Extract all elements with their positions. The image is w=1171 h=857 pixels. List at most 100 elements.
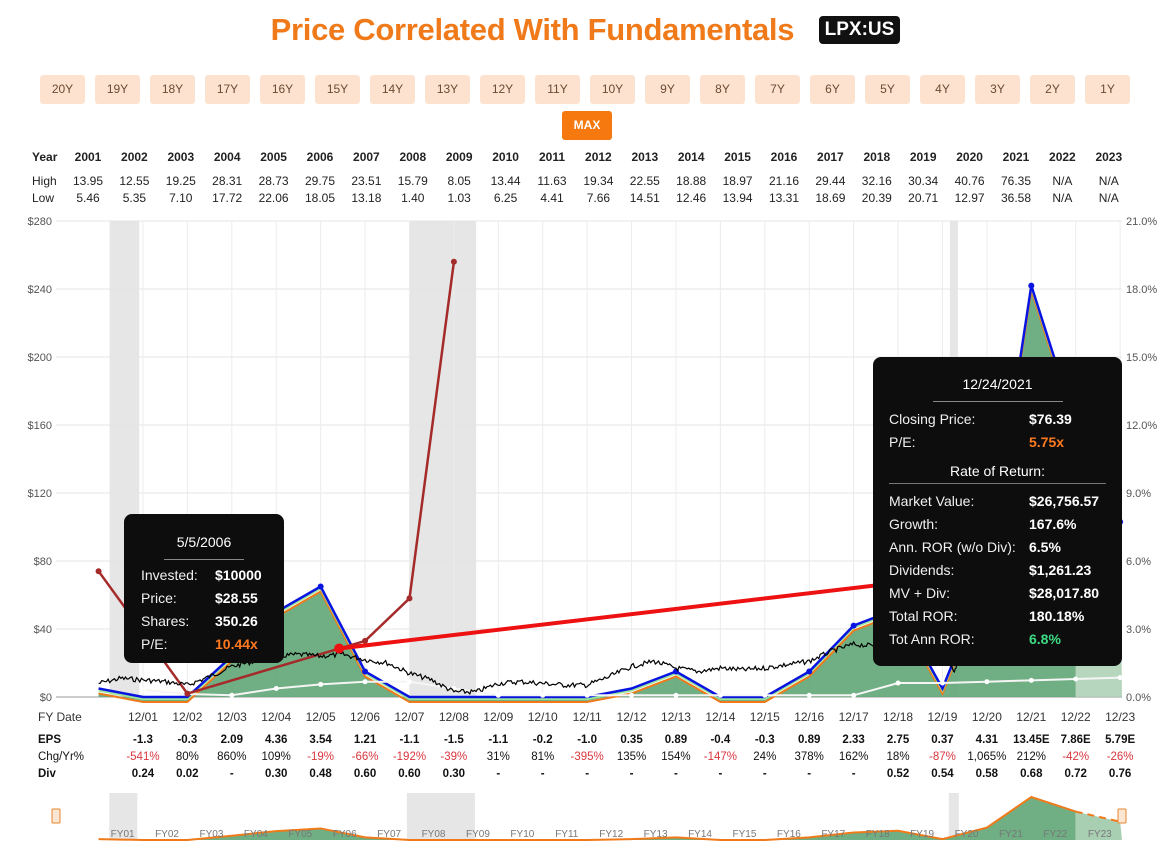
nav-label: FY02	[155, 829, 179, 840]
nav-forecast-area	[1075, 811, 1122, 840]
nav-recession-band	[109, 793, 138, 840]
range-button-5y[interactable]: 5Y	[865, 75, 910, 104]
y-right-tick-label: 0.0%	[1126, 692, 1151, 704]
high-cell: 23.51	[351, 174, 382, 188]
dividend-point	[273, 686, 279, 691]
eps-cell: -1.1	[488, 734, 509, 746]
max-range-button[interactable]: MAX	[562, 111, 612, 140]
x-tick-label: 12/02	[172, 710, 202, 724]
range-button-7y[interactable]: 7Y	[755, 75, 800, 104]
tooltip-right-label: MV + Div:	[889, 585, 951, 601]
eps-cell: -0.3	[177, 734, 198, 746]
y-right-tick-label: 15.0%	[1126, 352, 1157, 364]
range-button-17y[interactable]: 17Y	[205, 75, 250, 104]
range-button-2y[interactable]: 2Y	[1030, 75, 1075, 104]
low-cell: 5.46	[76, 191, 100, 205]
y-right-tick-label: 18.0%	[1126, 284, 1157, 296]
chg-cell: -87%	[929, 751, 956, 763]
y-left-tick-label: $80	[34, 556, 52, 568]
nav-label: FY10	[510, 829, 534, 840]
div-cell: 0.30	[265, 768, 288, 780]
range-button-10y[interactable]: 10Y	[590, 75, 635, 104]
range-button-11y[interactable]: 11Y	[535, 75, 580, 104]
ror-start-point	[334, 643, 345, 654]
tooltip-right-label: Total ROR:	[889, 608, 958, 624]
range-button-16y[interactable]: 16Y	[260, 75, 305, 104]
range-button-3y[interactable]: 3Y	[975, 75, 1020, 104]
nav-label: FY22	[1043, 829, 1067, 840]
range-button-14y[interactable]: 14Y	[370, 75, 415, 104]
nav-handle-left[interactable]	[51, 808, 61, 824]
y-left-tick-label: $160	[28, 420, 52, 432]
tooltip-left-value: $10000	[215, 567, 262, 583]
nav-recession-band	[406, 793, 475, 840]
range-button-19y[interactable]: 19Y	[95, 75, 140, 104]
range-button-12y[interactable]: 12Y	[480, 75, 525, 104]
eps-cell: 3.54	[309, 734, 332, 746]
nav-label: FY11	[555, 829, 579, 840]
eps-point	[806, 668, 813, 675]
nav-recession-band	[948, 793, 959, 840]
year-cell: 2014	[677, 150, 705, 164]
pe-ratio-point	[184, 690, 191, 697]
year-cell: 2010	[492, 150, 519, 164]
navigator: FY01 FY02 FY03 FY04 FY05 FY06 FY07 FY08 FY09 FY10…	[51, 793, 1127, 841]
div-cell: -	[807, 768, 812, 780]
range-button-1y[interactable]: 1Y	[1085, 75, 1130, 104]
year-row-label: Year	[32, 150, 58, 164]
pe-ratio-point	[95, 568, 102, 575]
page-title: Price Correlated With Fundamentals	[270, 12, 795, 47]
year-cell: 2003	[167, 150, 195, 164]
range-button-20y[interactable]: 20Y	[40, 75, 85, 104]
dividend-point	[762, 692, 768, 698]
range-button-6y[interactable]: 6Y	[810, 75, 855, 104]
x-tick-label: 12/04	[261, 710, 291, 724]
year-cell: 2001	[74, 150, 102, 164]
closing-price-label: Closing Price:	[889, 411, 976, 427]
div-cell: -	[851, 768, 856, 780]
tooltip-right-label: Market Value:	[889, 493, 975, 509]
chg-cell: 80%	[175, 751, 199, 763]
low-cell: 7.66	[586, 191, 611, 205]
chg-cell: 860%	[217, 751, 247, 763]
range-button-15y[interactable]: 15Y	[315, 75, 360, 104]
high-cell: 30.34	[908, 174, 939, 188]
high-cell: 18.97	[722, 174, 753, 188]
dividend-point	[939, 680, 945, 686]
high-cell: N/A	[1098, 174, 1119, 188]
range-button-13y[interactable]: 13Y	[425, 75, 470, 104]
nav-label: FY01	[111, 829, 135, 840]
chg-cell: -66%	[351, 751, 379, 763]
eps-cell: -1.0	[577, 734, 598, 746]
low-cell: 12.46	[676, 191, 707, 205]
pe-ratio-point	[362, 637, 369, 644]
recession-band	[409, 221, 477, 697]
nav-label: FY09	[466, 829, 490, 840]
year-cell: 2016	[770, 150, 798, 164]
x-tick-label: 12/10	[528, 710, 558, 724]
chg-cell: 378%	[794, 751, 824, 763]
chg-cell: -26%	[1106, 751, 1134, 763]
div-cell: -	[229, 768, 234, 780]
y-left-tick-label: $280	[28, 216, 52, 228]
tooltip-left-value: $28.55	[215, 590, 258, 606]
nav-label: FY13	[644, 829, 668, 840]
dividend-point	[1028, 677, 1034, 683]
nav-handle-right[interactable]	[1117, 808, 1127, 824]
chg-cell: -395%	[570, 751, 604, 763]
low-cell: 36.58	[1000, 191, 1032, 205]
range-selector: 20Y 19Y 18Y 17Y 16Y 15Y 14Y 13Y 12Y 11Y 10Y 9Y 8Y 7Y 6…	[40, 75, 1130, 104]
range-button-18y[interactable]: 18Y	[150, 75, 195, 104]
chg-cell: 154%	[661, 751, 691, 763]
high-cell: 28.73	[258, 174, 289, 188]
eps-cell: 0.89	[798, 734, 821, 746]
tooltip-right-value: $26,756.57	[1029, 493, 1100, 509]
tooltip-right-value: 6.8%	[1029, 631, 1061, 647]
nav-area	[98, 797, 1076, 840]
tooltip-right-date: 12/24/2021	[962, 376, 1033, 392]
range-button-4y[interactable]: 4Y	[920, 75, 965, 104]
range-button-8y[interactable]: 8Y	[700, 75, 745, 104]
chg-cell: -541%	[126, 751, 160, 763]
year-cell: 2017	[817, 150, 844, 164]
range-button-9y[interactable]: 9Y	[645, 75, 690, 104]
